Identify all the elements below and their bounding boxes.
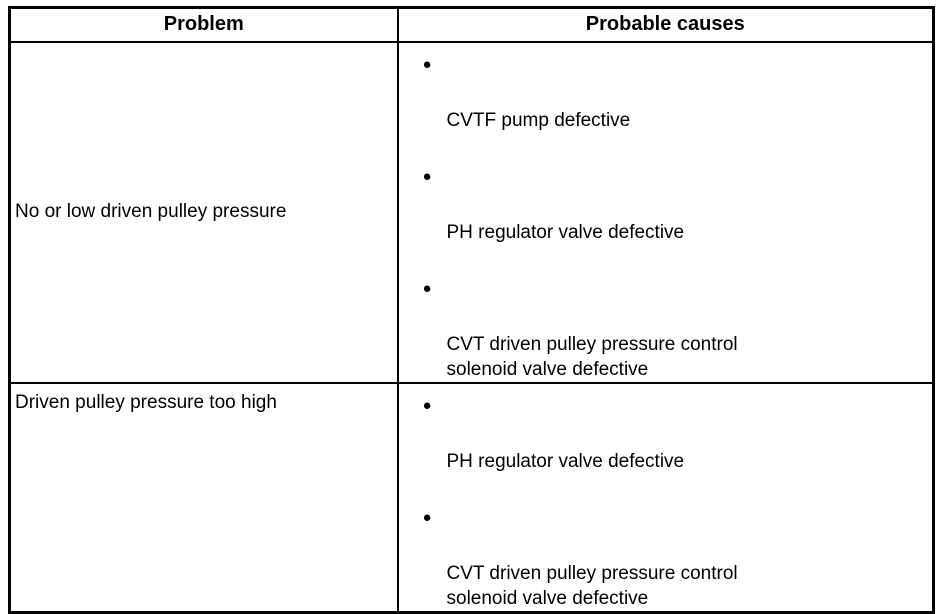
- header-problem: Problem: [8, 6, 399, 43]
- problem-cell: Driven pulley pressure too high: [8, 381, 399, 614]
- table-row: No or low driven pulley pressure ● CVTF …: [8, 40, 935, 384]
- cause-text: CVT driven pulley pressure control solen…: [446, 562, 738, 609]
- list-item: ● CVT driven pulley pressure control sol…: [422, 279, 923, 381]
- header-probable-causes: Probable causes: [396, 6, 935, 43]
- cause-text: CVT driven pulley pressure control solen…: [446, 333, 738, 380]
- header-row: Problem Probable causes: [8, 6, 935, 43]
- bullet-icon: ●: [422, 55, 432, 73]
- bullet-icon: ●: [422, 508, 432, 526]
- bullet-icon: ●: [422, 167, 432, 185]
- table-row: Driven pulley pressure too high ● PH reg…: [8, 381, 935, 614]
- list-item: ● CVTF pump defective: [423, 57, 923, 133]
- troubleshooting-table: Problem Probable causes No or low driven…: [8, 6, 935, 614]
- cause-text: CVTF pump defective: [446, 109, 631, 131]
- cause-text: PH regulator valve defective: [446, 450, 685, 472]
- list-item: ● PH regulator valve defective: [423, 169, 923, 245]
- list-item: ● PH regulator valve defective: [423, 398, 923, 474]
- list-item: ● CVT driven pulley pressure control sol…: [423, 510, 923, 611]
- bullet-icon: ●: [422, 279, 432, 297]
- bullet-icon: ●: [422, 396, 432, 414]
- causes-cell: ● CVTF pump defective ● PH regulator val…: [396, 40, 935, 384]
- problem-cell: No or low driven pulley pressure: [8, 40, 399, 384]
- cause-text: PH regulator valve defective: [446, 221, 685, 243]
- causes-cell: ● PH regulator valve defective ● CVT dri…: [396, 381, 935, 614]
